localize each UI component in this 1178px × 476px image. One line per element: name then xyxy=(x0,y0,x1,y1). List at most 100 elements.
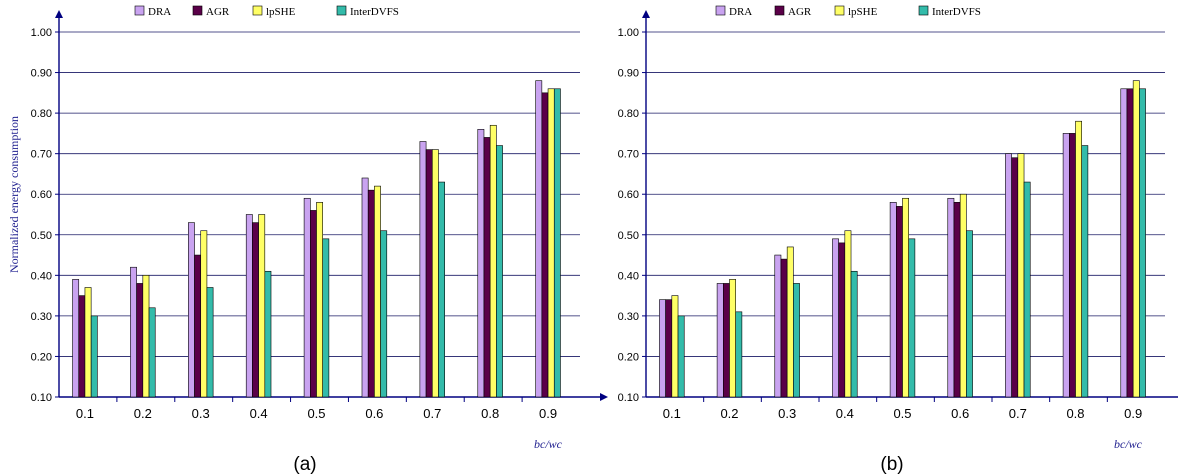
bar-lpshe-0.5 xyxy=(902,197,909,398)
bar-lpshe-0.5 xyxy=(316,202,323,398)
bar-dra-0.3 xyxy=(774,254,782,398)
bar-interdvfs-0.5 xyxy=(908,238,916,398)
bar-agr-0.3 xyxy=(780,258,788,398)
y-tick-label: 0.90 xyxy=(618,68,639,80)
y-tick-label: 0.20 xyxy=(31,351,52,363)
bar-interdvfs-0.4 xyxy=(264,270,272,398)
bar-interdvfs-0.7 xyxy=(1023,181,1031,398)
y-tick-label: 0.70 xyxy=(31,149,52,161)
legend-label-lpshe: lpSHE xyxy=(848,6,878,18)
bar-interdvfs-0.9 xyxy=(553,88,561,398)
bar-agr-0.8 xyxy=(1069,133,1076,398)
legend-label-dra: DRA xyxy=(729,6,752,18)
y-tick-label: 0.80 xyxy=(31,108,52,120)
bar-dra-0.5 xyxy=(303,197,311,398)
bar-lpshe-0.2 xyxy=(142,275,150,398)
chart-panel-a: 0.10 0.20 0.30 0.40 0.50 0.60 0.70 0.80 0.90 1.00… xyxy=(7,5,608,475)
bar-agr-0.5 xyxy=(895,206,903,398)
bar-interdvfs-0.3 xyxy=(206,287,214,398)
bar-dra-0.9 xyxy=(535,80,543,398)
legend-swatch-interdvfs xyxy=(336,5,347,16)
bar-dra-0.2 xyxy=(130,266,137,398)
bar-interdvfs-0.2 xyxy=(735,311,743,398)
bar-agr-0.9 xyxy=(541,92,549,398)
x-tick-label: 0.9 xyxy=(539,406,557,421)
y-tick-label: 1.00 xyxy=(618,27,639,39)
y-tick-label: 0.10 xyxy=(31,392,52,404)
bar-agr-0.9 xyxy=(1126,88,1134,398)
bar-interdvfs-0.9 xyxy=(1139,88,1146,398)
bar-dra-0.1 xyxy=(72,279,80,398)
x-tick-label: 0.7 xyxy=(423,406,441,421)
bar-dra-0.2 xyxy=(716,283,724,398)
bar-lpshe-0.9 xyxy=(547,88,555,398)
legend-swatch-lpshe xyxy=(252,5,263,16)
bar-lpshe-0.3 xyxy=(200,230,208,398)
bar-lpshe-0.2 xyxy=(729,279,736,398)
bar-dra-0.6 xyxy=(361,177,369,398)
bar-agr-0.1 xyxy=(665,299,673,398)
y-tick-label: 0.50 xyxy=(618,230,639,242)
legend-swatch-interdvfs xyxy=(918,5,929,16)
y-tick-label: 0.10 xyxy=(618,392,639,404)
legend-swatch-agr xyxy=(774,5,785,16)
x-tick-label: 0.4 xyxy=(836,406,854,421)
y-tick-label: 1.00 xyxy=(31,27,52,39)
bar-interdvfs-0.6 xyxy=(380,230,388,398)
bar-dra-0.3 xyxy=(188,222,195,398)
bar-lpshe-0.6 xyxy=(374,185,381,398)
bar-dra-0.6 xyxy=(947,197,955,398)
x-tick-label: 0.8 xyxy=(481,406,499,421)
bar-lpshe-0.8 xyxy=(1075,120,1082,398)
y-tick-label: 0.60 xyxy=(31,189,52,201)
x-tick-label: 0.7 xyxy=(1009,406,1027,421)
legend-label-dra: DRA xyxy=(148,6,171,18)
legend-swatch-lpshe xyxy=(834,5,845,16)
y-tick-label: 0.70 xyxy=(618,149,639,161)
y-tick-label: 0.30 xyxy=(31,311,52,323)
legend-swatch-dra xyxy=(134,5,145,16)
bar-agr-0.8 xyxy=(483,137,491,398)
bar-interdvfs-0.6 xyxy=(966,230,973,398)
bar-lpshe-0.4 xyxy=(844,230,852,398)
bar-agr-0.7 xyxy=(425,149,433,398)
bar-agr-0.4 xyxy=(252,222,259,398)
bar-lpshe-0.8 xyxy=(489,124,497,398)
bar-dra-0.4 xyxy=(832,238,839,398)
x-tick-label: 0.6 xyxy=(951,406,969,421)
x-tick-label: 0.1 xyxy=(663,406,681,421)
chart-panel-b: 0.10 0.20 0.30 0.40 0.50 0.60 0.70 0.80 0.90 1.00… xyxy=(618,5,1178,475)
bar-interdvfs-0.1 xyxy=(90,315,98,398)
legend-swatch-dra xyxy=(715,5,726,16)
x-axis-label: bc/wc xyxy=(534,437,563,451)
bar-dra-0.8 xyxy=(477,129,485,398)
y-tick-label: 0.50 xyxy=(31,230,52,242)
bar-interdvfs-0.7 xyxy=(438,181,445,398)
bar-lpshe-0.3 xyxy=(786,246,794,398)
x-tick-label: 0.1 xyxy=(76,406,94,421)
bar-dra-0.7 xyxy=(1005,153,1012,398)
y-tick-label: 0.80 xyxy=(618,108,639,120)
bar-dra-0.1 xyxy=(659,299,666,398)
bar-interdvfs-0.8 xyxy=(496,145,503,398)
bar-interdvfs-0.2 xyxy=(148,307,156,398)
bar-agr-0.5 xyxy=(309,210,317,398)
bar-dra-0.4 xyxy=(245,214,253,398)
legend-label-interdvfs: InterDVFS xyxy=(350,6,399,18)
x-tick-label: 0.2 xyxy=(720,406,738,421)
x-axis-arrow xyxy=(600,393,608,401)
bar-dra-0.5 xyxy=(889,202,897,398)
bar-agr-0.3 xyxy=(194,254,202,398)
y-tick-label: 0.90 xyxy=(31,68,52,80)
x-tick-label: 0.3 xyxy=(778,406,796,421)
legend-label-agr: AGR xyxy=(788,6,812,18)
x-tick-label: 0.4 xyxy=(250,406,268,421)
bar-lpshe-0.1 xyxy=(84,287,92,398)
y-axis-arrow xyxy=(642,10,650,18)
x-tick-label: 0.5 xyxy=(893,406,911,421)
bar-dra-0.9 xyxy=(1120,88,1128,398)
bar-lpshe-0.9 xyxy=(1132,80,1140,398)
bar-agr-0.6 xyxy=(953,202,961,398)
bar-dra-0.7 xyxy=(419,141,427,398)
bar-agr-0.2 xyxy=(136,283,144,398)
